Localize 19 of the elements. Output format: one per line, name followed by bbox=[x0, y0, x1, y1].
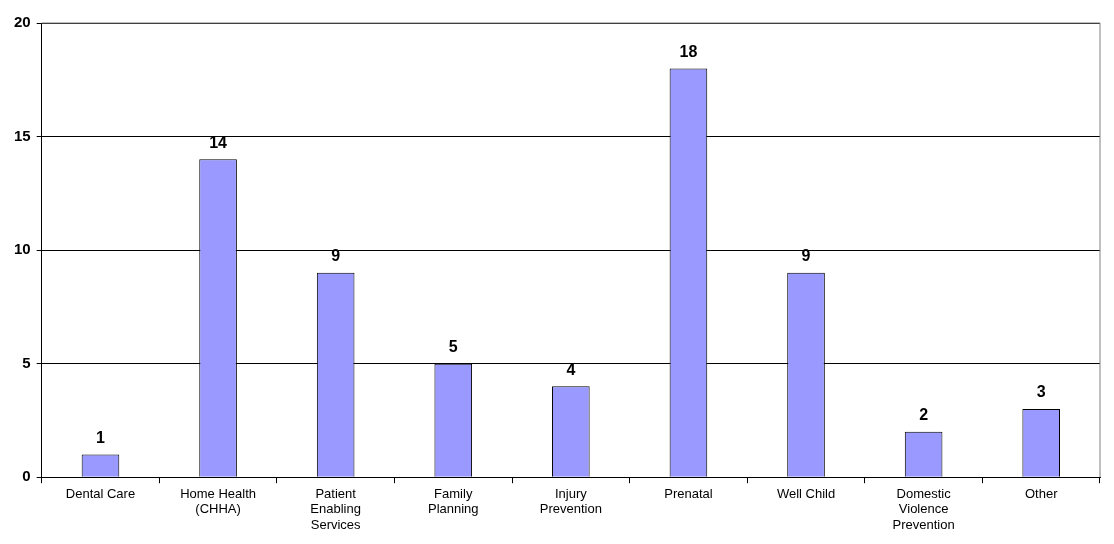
y-tick-label: 0 bbox=[22, 467, 31, 485]
x-tick-label: Home Health (CHHA) bbox=[180, 485, 257, 517]
data-label: 2 bbox=[919, 406, 929, 424]
x-tick-label: Well Child bbox=[776, 485, 836, 501]
y-tick-label: 10 bbox=[14, 240, 31, 258]
x-tick-label: Injury Prevention bbox=[539, 485, 602, 517]
data-label: 5 bbox=[448, 338, 458, 356]
y-tick-label: 15 bbox=[14, 126, 31, 144]
x-tick-label: Family Planning bbox=[427, 485, 479, 517]
data-label: 3 bbox=[1036, 383, 1046, 401]
y-tick-label: 5 bbox=[22, 353, 31, 371]
data-label: 1 bbox=[96, 428, 106, 446]
x-tick-label: Dental Care bbox=[65, 485, 136, 501]
x-tick-label: Patient Enabling Services bbox=[310, 485, 362, 532]
x-tick-label: Prenatal bbox=[664, 485, 713, 501]
y-tick-label: 20 bbox=[14, 13, 31, 31]
x-tick-label: Other bbox=[1024, 485, 1059, 501]
x-tick-label: Domestic Violence Prevention bbox=[892, 485, 955, 532]
data-label: 18 bbox=[679, 42, 698, 60]
